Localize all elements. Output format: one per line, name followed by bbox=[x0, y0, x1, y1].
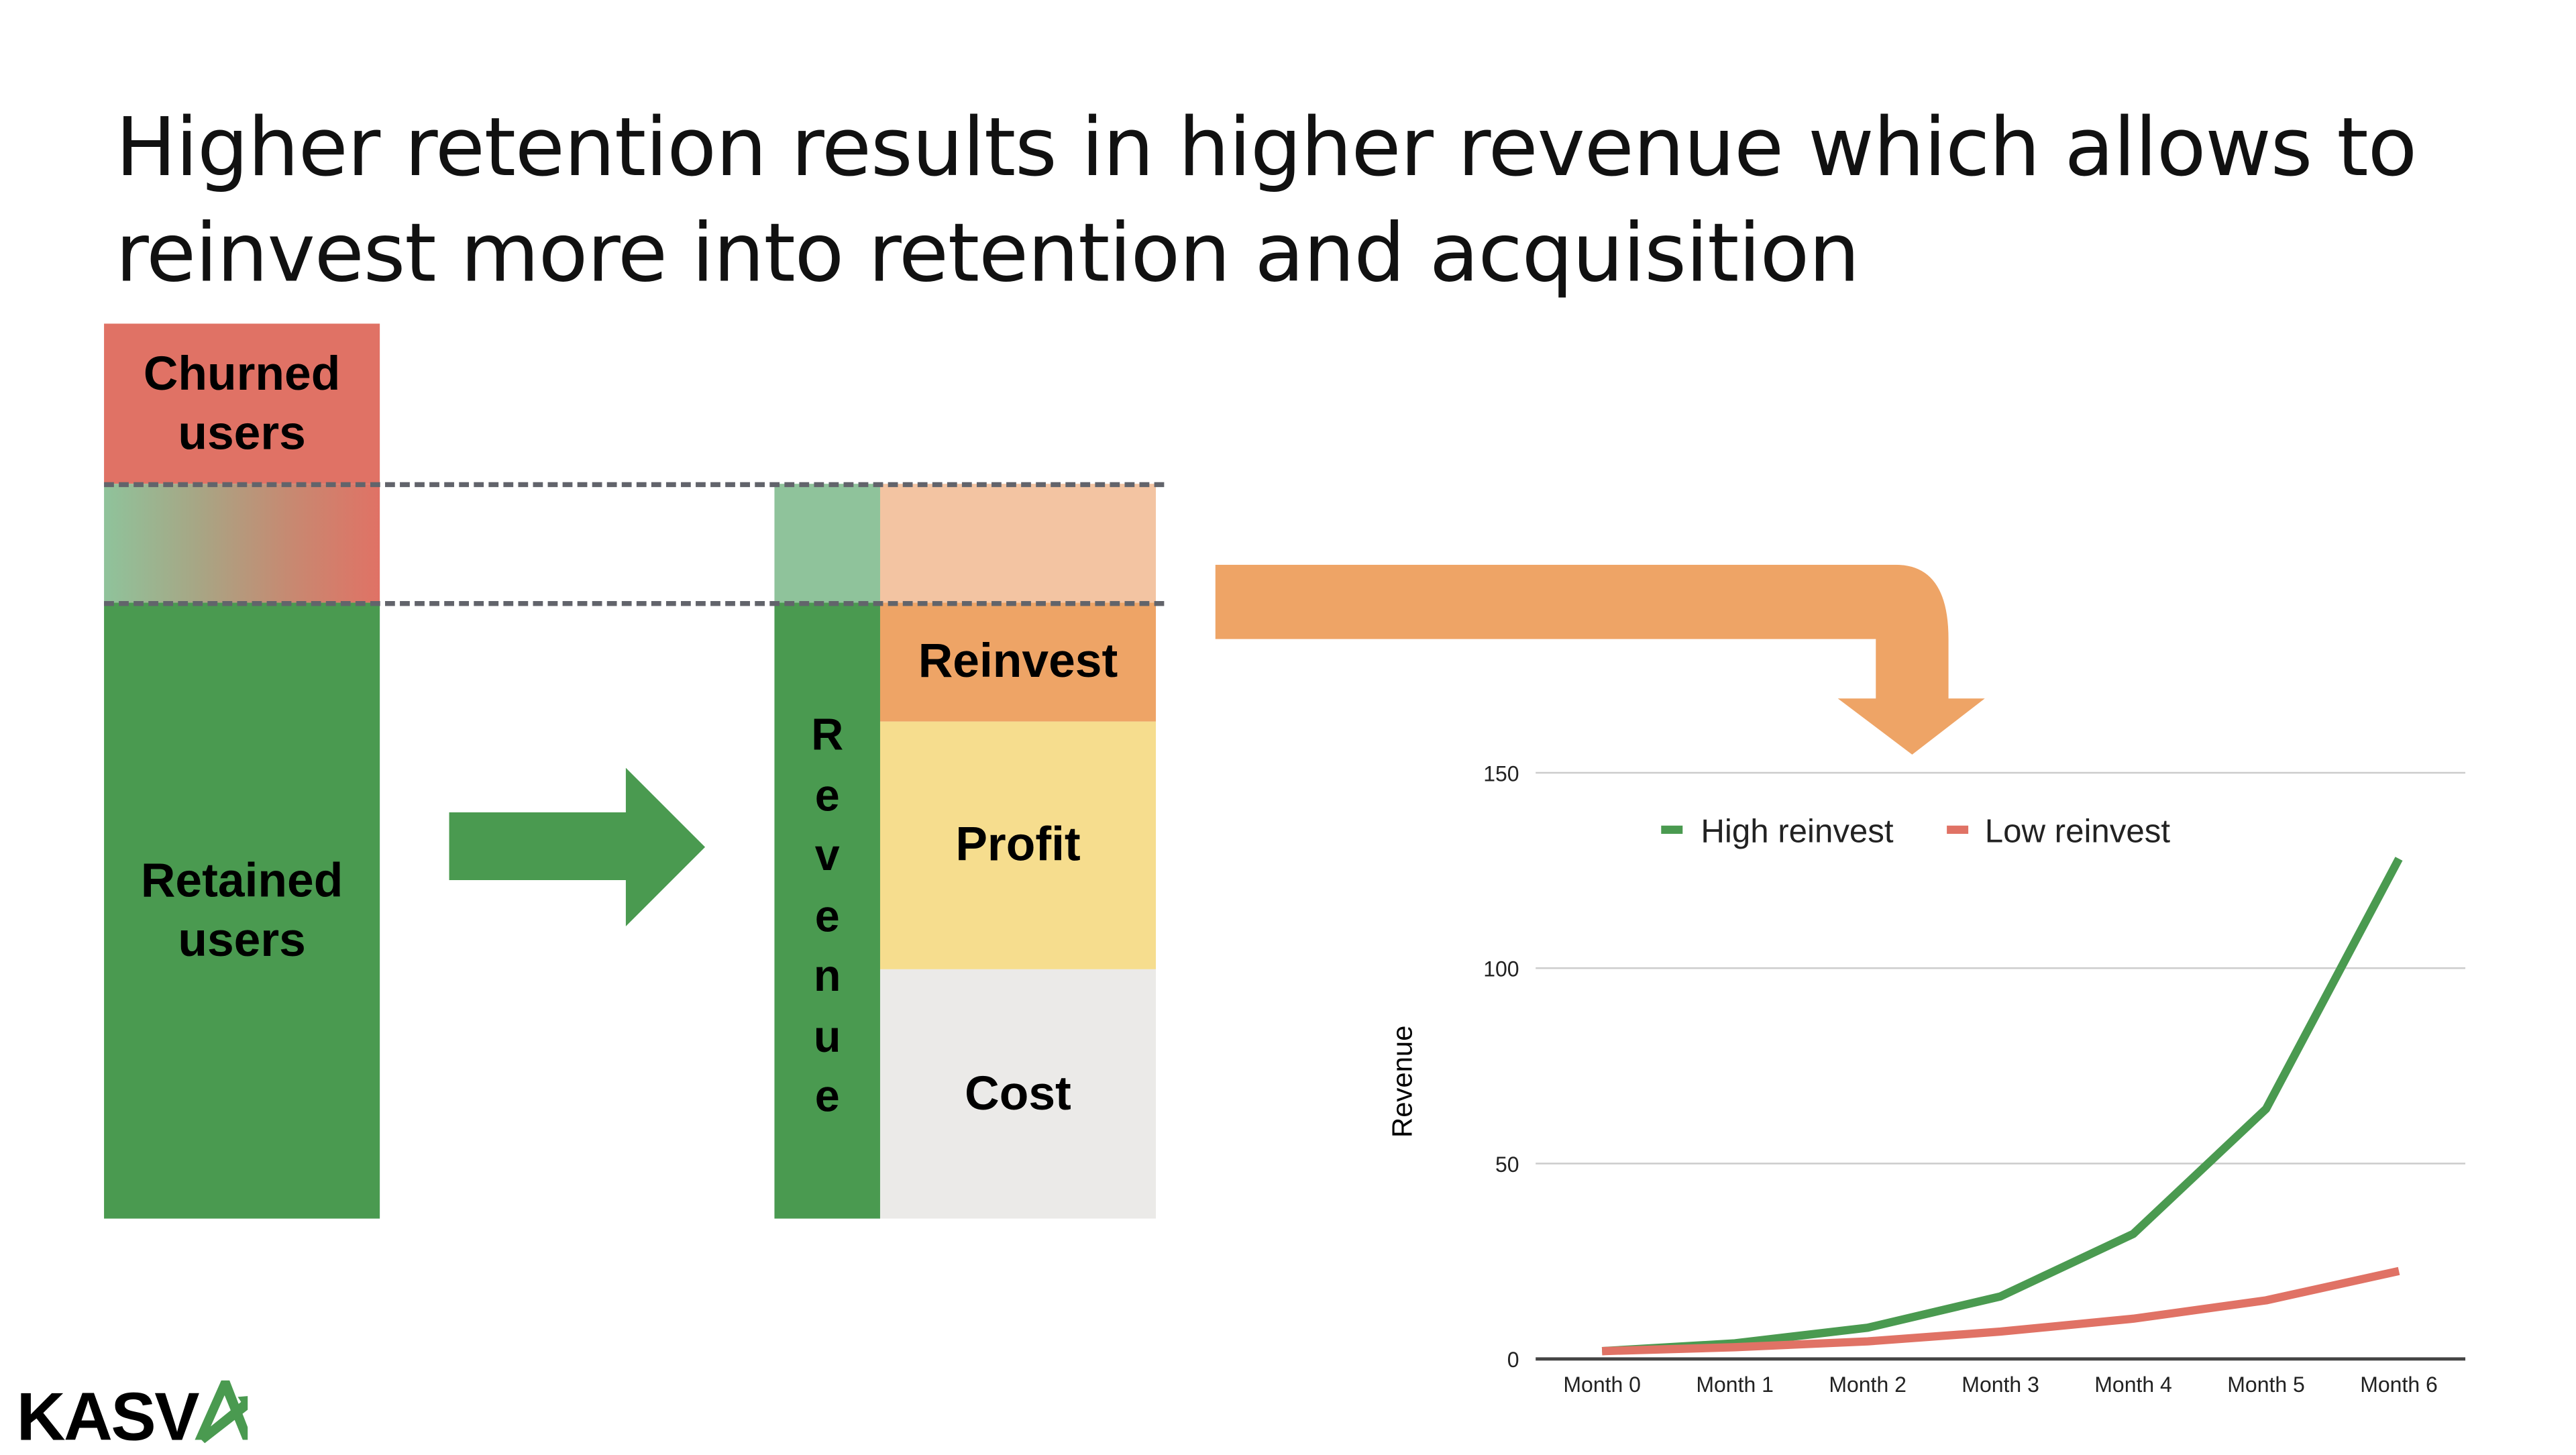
y-axis-title: Revenue bbox=[1387, 1026, 1418, 1138]
kasva-logo: KASV bbox=[17, 1374, 248, 1446]
legend-swatch-high bbox=[1661, 826, 1682, 834]
revenue-line-chart: 0 50 100 150 Month 0 Month 1 Month 2 Month 3 Mon… bbox=[1371, 743, 2493, 1420]
x-tick-label: Month 5 bbox=[2227, 1372, 2305, 1397]
x-tick-label: Month 4 bbox=[2094, 1372, 2172, 1397]
y-tick-label: 0 bbox=[1507, 1348, 1519, 1372]
dashed-guide-bottom bbox=[104, 601, 1164, 606]
profit-block: Profit bbox=[880, 722, 1156, 969]
extra-reinvest-block bbox=[880, 484, 1156, 602]
legend-label-high: High reinvest bbox=[1701, 812, 1894, 849]
revenue-column: R e v e n u e bbox=[774, 602, 880, 1218]
chart-legend: High reinvest Low reinvest bbox=[1661, 812, 2170, 849]
x-tick-label: Month 6 bbox=[2360, 1372, 2438, 1397]
svg-text:KASV: KASV bbox=[17, 1379, 200, 1446]
revenue-letter: u bbox=[814, 1006, 841, 1067]
kasva-logo-mark: KASV bbox=[17, 1374, 248, 1446]
slide-title: Higher retention results in higher reven… bbox=[115, 96, 2526, 307]
series-line-high-reinvest bbox=[1602, 859, 2399, 1351]
cost-block: Cost bbox=[880, 969, 1156, 1219]
y-tick-label: 100 bbox=[1483, 957, 1519, 981]
right-arrow-icon bbox=[449, 768, 707, 926]
revenue-letter: e bbox=[815, 886, 840, 947]
dashed-guide-top bbox=[104, 482, 1164, 487]
retained-churn-transition-block bbox=[104, 484, 380, 602]
churned-users-block: Churned users bbox=[104, 323, 380, 484]
legend-label-low: Low reinvest bbox=[1985, 812, 2171, 849]
revenue-letter: e bbox=[815, 765, 840, 826]
reinvest-block: Reinvest bbox=[880, 602, 1156, 721]
legend-swatch-low bbox=[1947, 826, 1968, 834]
retained-users-block: Retained users bbox=[104, 602, 380, 1218]
x-tick-label: Month 2 bbox=[1829, 1372, 1907, 1397]
x-tick-label: Month 0 bbox=[1563, 1372, 1641, 1397]
bent-down-arrow-icon bbox=[1216, 565, 1992, 759]
revenue-letter: e bbox=[815, 1067, 840, 1127]
revenue-letter: v bbox=[815, 826, 840, 886]
x-tick-label: Month 3 bbox=[1962, 1372, 2039, 1397]
x-tick-label: Month 1 bbox=[1696, 1372, 1774, 1397]
y-tick-label: 50 bbox=[1495, 1152, 1519, 1177]
revenue-letter: R bbox=[811, 705, 843, 765]
revenue-letter: n bbox=[814, 946, 841, 1006]
extra-revenue-block bbox=[774, 484, 880, 602]
series-line-low-reinvest bbox=[1602, 1271, 2399, 1351]
y-tick-label: 150 bbox=[1483, 761, 1519, 786]
